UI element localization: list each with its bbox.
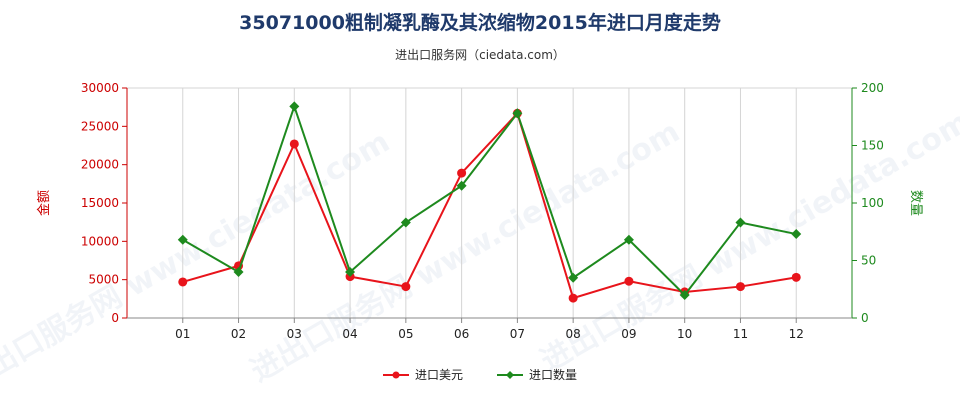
left-tick-label: 0: [111, 311, 119, 325]
amount-series-line: [182, 111, 797, 300]
amount-point: [791, 272, 801, 282]
right-tick-label: 200: [861, 81, 884, 95]
amount-point: [735, 282, 745, 292]
quantity-point: [456, 180, 467, 191]
x-tick-label: 09: [621, 327, 636, 341]
watermark-text: 进出口服务网 www.ciedata.com: [0, 124, 396, 399]
legend-item-amount[interactable]: 进口美元: [382, 366, 463, 383]
legend-amount-swatch: [382, 371, 409, 378]
quantity-point: [735, 217, 746, 228]
amount-point: [624, 276, 634, 286]
quantity-point: [233, 267, 244, 277]
x-tick-label: 12: [789, 327, 804, 341]
amount-point: [178, 277, 188, 287]
quantity-point: [177, 234, 188, 245]
legend-quantity-label: 进口数量: [529, 368, 578, 382]
legend-item-quantity[interactable]: 进口数量: [497, 366, 577, 383]
amount-point: [568, 293, 578, 303]
right-tick-label: 0: [861, 311, 869, 325]
quantity-point: [568, 272, 579, 283]
quantity-point: [289, 101, 300, 112]
quantity-point: [679, 290, 690, 300]
quantity-point: [512, 108, 523, 119]
x-tick-label: 06: [454, 327, 469, 341]
left-tick-label: 15000: [81, 196, 119, 210]
x-tick-label: 11: [733, 327, 748, 341]
right-tick-label: 100: [861, 196, 884, 210]
left-tick-label: 20000: [81, 158, 119, 172]
quantity-point: [345, 267, 356, 277]
x-tick-label: 10: [677, 327, 692, 341]
right-tick-label: 150: [861, 139, 884, 153]
left-tick-label: 25000: [81, 119, 119, 133]
quantity-point: [791, 229, 802, 240]
quantity-series-line: [182, 103, 797, 297]
x-tick-label: 01: [175, 327, 190, 341]
quantity-point: [400, 217, 411, 228]
amount-point: [457, 168, 467, 178]
chart-title: 35071000粗制凝乳酶及其浓缩物2015年进口月度走势: [239, 12, 721, 34]
amount-point: [401, 282, 411, 292]
quantity-point: [623, 234, 634, 245]
chart-subtitle: 进出口服务网（ciedata.com）: [395, 48, 565, 62]
left-tick-label: 5000: [88, 273, 119, 287]
right-tick-label: 50: [861, 254, 876, 268]
amount-point: [289, 139, 299, 149]
left-tick-label: 10000: [81, 234, 119, 248]
x-tick-label: 07: [510, 327, 525, 341]
left-tick-label: 30000: [81, 81, 119, 95]
left-axis-title: 金额: [36, 190, 52, 216]
x-tick-label: 02: [231, 327, 246, 341]
legend-amount-label: 进口美元: [414, 368, 463, 382]
x-tick-label: 08: [566, 327, 581, 341]
legend-quantity-swatch: [497, 370, 523, 379]
right-axis-title: 数量: [908, 190, 923, 216]
chart-legend: 进口美元 进口数量: [0, 366, 960, 383]
x-tick-label: 03: [287, 327, 302, 341]
x-tick-label: 04: [342, 327, 357, 341]
x-tick-label: 05: [398, 327, 413, 341]
